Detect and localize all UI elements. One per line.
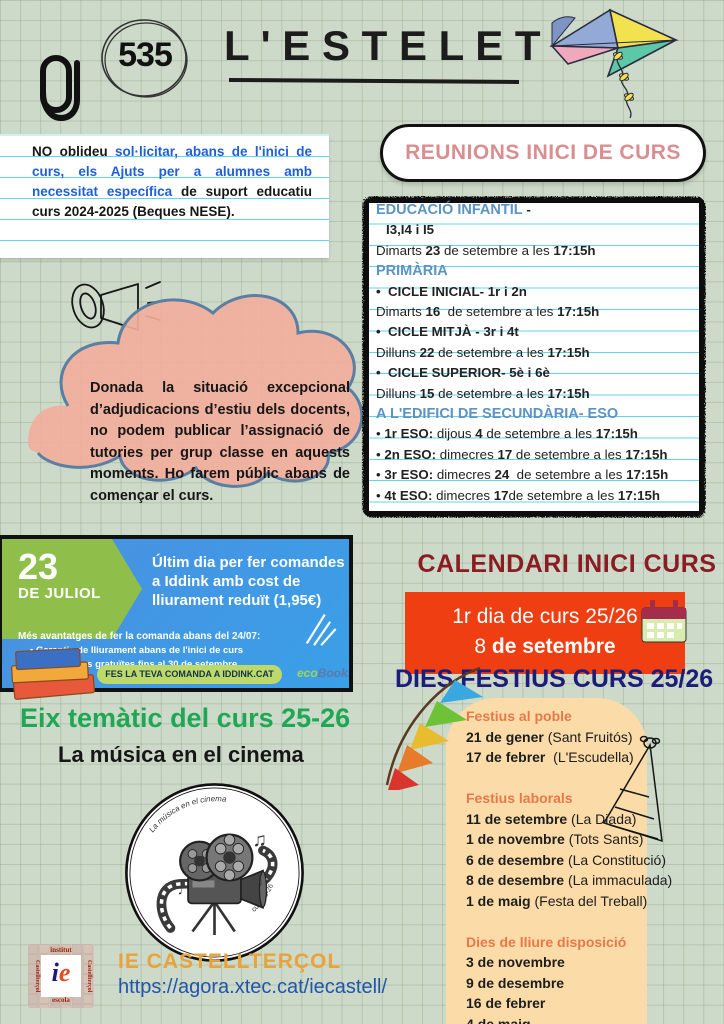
svg-text:♩: ♩ (259, 877, 270, 889)
svg-text:♫: ♫ (252, 829, 267, 851)
svg-text:L ' E: L ' E S T E L E T (224, 22, 541, 69)
svg-text:♩: ♩ (178, 882, 192, 898)
